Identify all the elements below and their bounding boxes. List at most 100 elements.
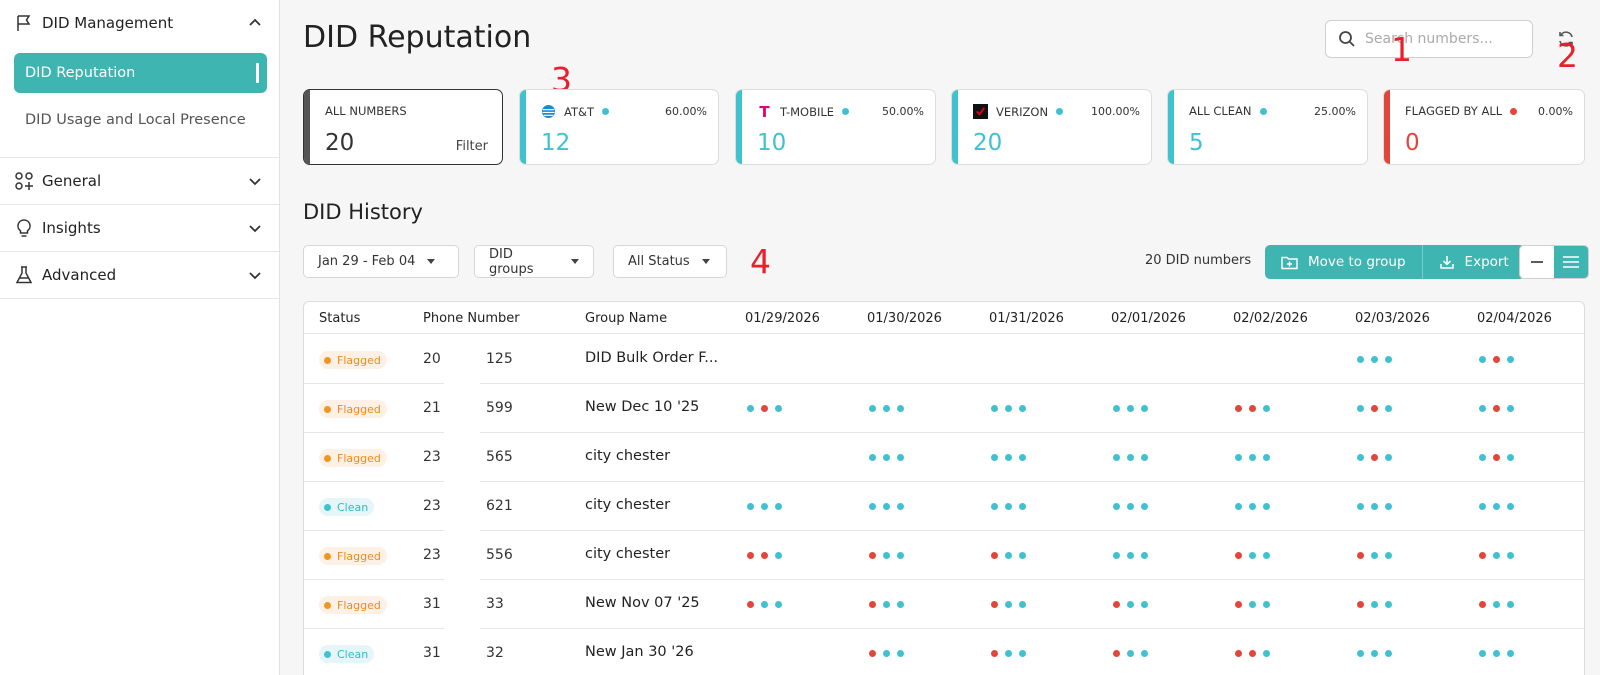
carrier-status-dots [1479, 601, 1521, 608]
carrier-status-dots [1357, 454, 1399, 461]
sidebar: DID Management DID Reputation DID Usage … [0, 0, 280, 675]
table-row[interactable]: Flagged 23 556 city chester [304, 531, 1584, 580]
column-header[interactable]: 01/29/2026 [745, 311, 820, 326]
clean-dot [1479, 454, 1486, 461]
table-header: Status Phone Number Group Name 01/29/202… [304, 302, 1584, 334]
card-att[interactable]: AT&T 60.00% 12 [519, 89, 719, 165]
clean-dot [775, 601, 782, 608]
lightbulb-icon [13, 217, 35, 239]
move-to-group-button[interactable]: Move to group [1265, 245, 1422, 279]
clean-dot [775, 503, 782, 510]
card-flagged-by-all[interactable]: FLAGGED BY ALL 0.00% 0 [1383, 89, 1585, 165]
clean-dot [1005, 503, 1012, 510]
chevron-down-icon [249, 178, 261, 186]
card-all-clean[interactable]: ALL CLEAN 25.00% 5 [1167, 89, 1368, 165]
compact-view-button[interactable] [1520, 246, 1554, 278]
clean-dot [1371, 503, 1378, 510]
dropdown-value: Jan 29 - Feb 04 [318, 254, 416, 269]
clean-dot [1263, 552, 1270, 559]
flagged-dot [1235, 405, 1242, 412]
column-header[interactable]: Phone Number [423, 311, 520, 326]
status-dot [324, 503, 331, 511]
phone-number-prefix: 21 [423, 400, 441, 416]
column-header[interactable]: 02/02/2026 [1233, 311, 1308, 326]
card-all-numbers[interactable]: ALL NUMBERS 20 Filter [303, 89, 503, 165]
group-name: New Jan 30 '26 [585, 644, 694, 660]
refresh-button[interactable] [1555, 28, 1577, 50]
att-logo-icon [541, 104, 556, 119]
phone-number-prefix: 23 [423, 449, 441, 465]
clean-dot [1371, 552, 1378, 559]
carrier-status-dots [869, 552, 911, 559]
status-badge: Flagged [319, 400, 387, 418]
flagged-dot [1357, 552, 1364, 559]
card-percent: 60.00% [665, 105, 707, 118]
flagged-dot [1371, 454, 1378, 461]
table-row[interactable]: Clean 23 621 city chester [304, 482, 1584, 531]
nav-group-insights: Insights [0, 205, 279, 252]
flagged-dot [1357, 601, 1364, 608]
column-header[interactable]: 02/01/2026 [1111, 311, 1186, 326]
date-range-dropdown[interactable]: Jan 29 - Feb 04 [303, 245, 459, 278]
export-button[interactable]: Export [1421, 245, 1525, 279]
carrier-status-dots [1235, 650, 1277, 657]
caret-down-icon [427, 259, 436, 264]
table-row[interactable]: Flagged 23 565 city chester [304, 433, 1584, 482]
carrier-status-dots [1113, 650, 1155, 657]
nav-advanced[interactable]: Advanced [0, 252, 279, 298]
clean-dot [1019, 552, 1026, 559]
carrier-status-dots [869, 405, 911, 412]
clean-dot [883, 552, 890, 559]
card-percent: 0.00% [1538, 105, 1573, 118]
clean-dot [1357, 503, 1364, 510]
folder-plus-icon [1281, 256, 1298, 269]
column-header[interactable]: 02/03/2026 [1355, 311, 1430, 326]
column-header[interactable]: 01/30/2026 [867, 311, 942, 326]
nav-did-management[interactable]: DID Management [0, 0, 279, 46]
did-groups-dropdown[interactable]: DID groups [474, 245, 594, 278]
table-row[interactable]: Flagged 31 33 New Nov 07 '25 [304, 580, 1584, 629]
flagged-dot [1479, 601, 1486, 608]
carrier-status-dots [1113, 601, 1155, 608]
nav-general[interactable]: General [0, 158, 279, 204]
sidebar-item-did-reputation[interactable]: DID Reputation [14, 53, 267, 93]
nav-insights[interactable]: Insights [0, 205, 279, 251]
search-input[interactable] [1365, 31, 1525, 47]
column-header[interactable]: 01/31/2026 [989, 311, 1064, 326]
card-tmobile[interactable]: T T-MOBILE 50.00% 10 [735, 89, 936, 165]
nav-group-did-management: DID Management DID Reputation DID Usage … [0, 0, 279, 158]
card-percent: 100.00% [1091, 105, 1140, 118]
chevron-up-icon [249, 18, 261, 26]
verizon-logo-icon [973, 104, 988, 119]
did-count: 20 DID numbers [1145, 253, 1252, 268]
status-dot [324, 405, 331, 413]
clean-dot [1113, 552, 1120, 559]
column-header[interactable]: Status [319, 311, 361, 326]
table-row[interactable]: Flagged 20 125 DID Bulk Order F... [304, 335, 1584, 384]
sidebar-item-did-usage[interactable]: DID Usage and Local Presence [25, 112, 246, 128]
phone-number-prefix: 31 [423, 645, 441, 661]
list-view-button[interactable] [1554, 246, 1588, 278]
column-header[interactable]: 02/04/2026 [1477, 311, 1552, 326]
carrier-status-dots [869, 503, 911, 510]
card-filter-link[interactable]: Filter [455, 139, 488, 154]
table-row[interactable]: Flagged 21 599 New Dec 10 '25 [304, 384, 1584, 433]
carrier-status-dots [1235, 405, 1277, 412]
clean-dot [1141, 503, 1148, 510]
clean-dot [991, 405, 998, 412]
status-dropdown[interactable]: All Status [613, 245, 727, 278]
tmobile-logo-icon: T [759, 102, 770, 121]
clean-dot [1127, 552, 1134, 559]
flag-icon [13, 12, 35, 34]
clean-dot [1507, 552, 1514, 559]
table-row[interactable]: Clean 31 32 New Jan 30 '26 [304, 629, 1584, 675]
clean-dot [1127, 503, 1134, 510]
column-header[interactable]: Group Name [585, 311, 668, 326]
search-box[interactable] [1325, 20, 1533, 58]
carrier-status-dots [747, 503, 789, 510]
flagged-dot [761, 552, 768, 559]
card-verizon[interactable]: VERIZON 100.00% 20 [951, 89, 1152, 165]
flagged-dot [1249, 405, 1256, 412]
phone-number-suffix: 599 [486, 400, 513, 416]
status-dot [602, 108, 609, 115]
